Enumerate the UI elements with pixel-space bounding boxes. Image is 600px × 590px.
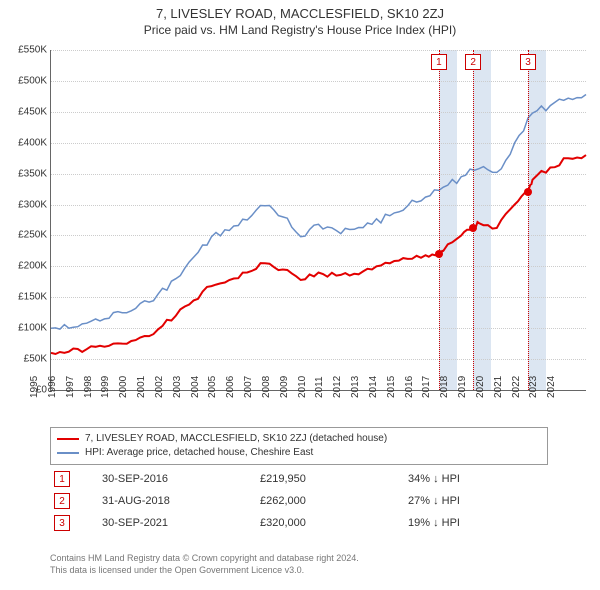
x-tick-label: 1999	[100, 376, 111, 398]
y-tick-label: £350K	[3, 168, 47, 179]
x-tick-label: 2009	[279, 376, 290, 398]
x-tick-label: 2013	[350, 376, 361, 398]
event-marker: 1	[431, 54, 447, 70]
footer-line: Contains HM Land Registry data © Crown c…	[50, 552, 560, 564]
event-row: 3 30-SEP-2021£320,00019% ↓ HPI	[50, 512, 548, 534]
x-tick-label: 2004	[189, 376, 200, 398]
x-tick-label: 2008	[261, 376, 272, 398]
event-date: 30-SEP-2016	[98, 468, 256, 490]
x-tick-label: 2021	[493, 376, 504, 398]
y-tick-label: £100K	[3, 323, 47, 334]
x-tick-label: 1995	[29, 376, 40, 398]
series-property	[51, 155, 586, 354]
y-tick-label: £50K	[3, 354, 47, 365]
legend-swatch	[57, 438, 79, 440]
x-tick-label: 2024	[546, 376, 557, 398]
event-marker: 3	[520, 54, 536, 70]
y-tick-label: £400K	[3, 137, 47, 148]
x-tick-label: 1998	[82, 376, 93, 398]
legend-swatch	[57, 452, 79, 454]
price-chart: 123£0£50K£100K£150K£200K£250K£300K£350K£…	[50, 50, 586, 391]
x-tick-label: 1996	[47, 376, 58, 398]
legend-item-hpi: HPI: Average price, detached house, Ches…	[57, 446, 541, 460]
y-tick-label: £450K	[3, 106, 47, 117]
legend: 7, LIVESLEY ROAD, MACCLESFIELD, SK10 2ZJ…	[50, 427, 548, 465]
x-tick-label: 2000	[118, 376, 129, 398]
x-tick-label: 1997	[65, 376, 76, 398]
footer: Contains HM Land Registry data © Crown c…	[50, 552, 560, 576]
y-tick-label: £200K	[3, 261, 47, 272]
page-title: 7, LIVESLEY ROAD, MACCLESFIELD, SK10 2ZJ	[0, 0, 600, 21]
footer-line: This data is licensed under the Open Gov…	[50, 564, 560, 576]
event-date: 31-AUG-2018	[98, 490, 256, 512]
page-subtitle: Price paid vs. HM Land Registry's House …	[0, 21, 600, 37]
event-number: 1	[54, 471, 70, 487]
x-tick-label: 2017	[421, 376, 432, 398]
legend-label: HPI: Average price, detached house, Ches…	[85, 446, 313, 460]
x-tick-label: 2011	[315, 376, 326, 398]
event-delta: 19% ↓ HPI	[404, 512, 548, 534]
x-tick-label: 2022	[510, 376, 521, 398]
event-row: 2 31-AUG-2018£262,00027% ↓ HPI	[50, 490, 548, 512]
event-delta: 34% ↓ HPI	[404, 468, 548, 490]
event-date: 30-SEP-2021	[98, 512, 256, 534]
series-layer	[51, 50, 586, 390]
y-tick-label: £550K	[3, 45, 47, 56]
x-tick-label: 2010	[296, 376, 307, 398]
price-point	[524, 188, 532, 196]
event-price: £320,000	[256, 512, 404, 534]
event-row: 1 30-SEP-2016£219,95034% ↓ HPI	[50, 468, 548, 490]
legend-label: 7, LIVESLEY ROAD, MACCLESFIELD, SK10 2ZJ…	[85, 432, 387, 446]
event-price: £262,000	[256, 490, 404, 512]
x-tick-label: 2020	[475, 376, 486, 398]
x-tick-label: 2003	[172, 376, 183, 398]
event-delta: 27% ↓ HPI	[404, 490, 548, 512]
y-tick-label: £150K	[3, 292, 47, 303]
y-tick-label: £250K	[3, 230, 47, 241]
legend-item-property: 7, LIVESLEY ROAD, MACCLESFIELD, SK10 2ZJ…	[57, 432, 541, 446]
x-tick-label: 2023	[528, 376, 539, 398]
event-marker: 2	[465, 54, 481, 70]
event-number: 3	[54, 515, 70, 531]
x-tick-label: 2018	[439, 376, 450, 398]
events-table: 1 30-SEP-2016£219,95034% ↓ HPI 2 31-AUG-201…	[50, 468, 548, 534]
x-tick-label: 2019	[457, 376, 468, 398]
x-tick-label: 2002	[154, 376, 165, 398]
price-point	[435, 250, 443, 258]
event-price: £219,950	[256, 468, 404, 490]
price-point	[469, 224, 477, 232]
x-tick-label: 2014	[368, 376, 379, 398]
x-tick-label: 2012	[332, 376, 343, 398]
y-tick-label: £500K	[3, 75, 47, 86]
x-tick-label: 2007	[243, 376, 254, 398]
x-tick-label: 2005	[207, 376, 218, 398]
x-tick-label: 2015	[386, 376, 397, 398]
y-tick-label: £0	[3, 385, 47, 396]
x-tick-label: 2001	[136, 376, 147, 398]
y-tick-label: £300K	[3, 199, 47, 210]
x-tick-label: 2006	[225, 376, 236, 398]
event-number: 2	[54, 493, 70, 509]
x-tick-label: 2016	[403, 376, 414, 398]
series-hpi	[51, 95, 586, 330]
